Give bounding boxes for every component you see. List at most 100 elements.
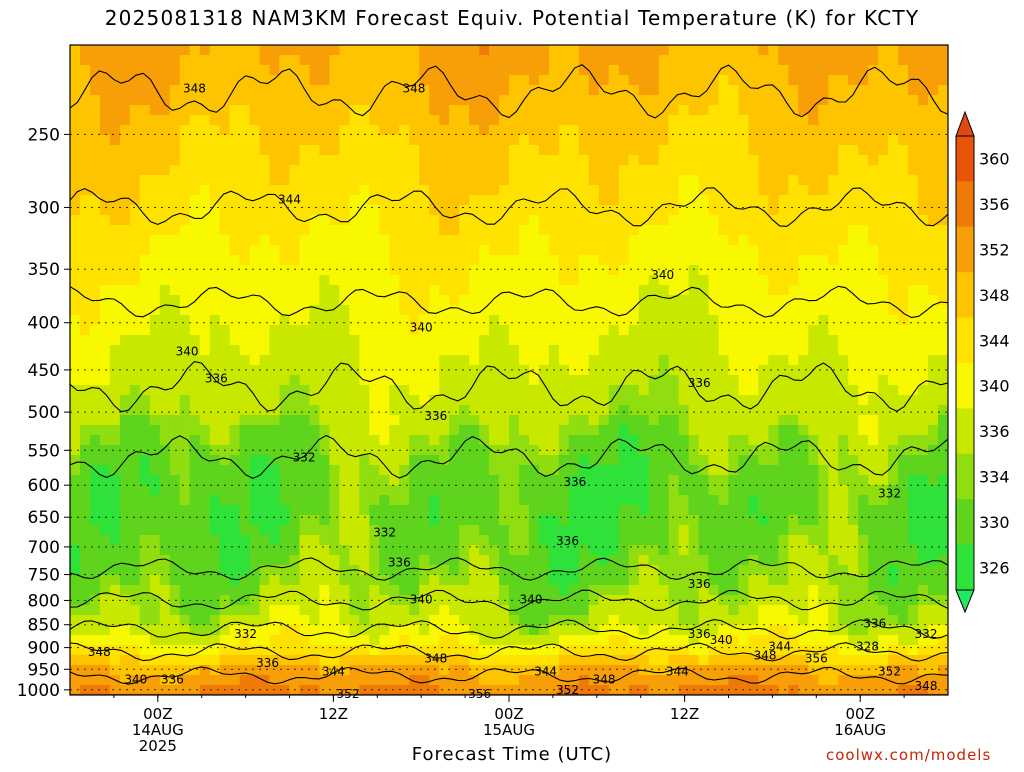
field-cell — [798, 45, 809, 56]
field-cell — [329, 65, 340, 76]
field-cell — [818, 515, 829, 526]
field-cell — [80, 75, 91, 86]
field-cell — [319, 335, 330, 346]
field-cell — [678, 245, 690, 256]
field-cell — [658, 315, 670, 326]
field-cell — [519, 435, 530, 446]
field-cell — [199, 165, 211, 176]
field-cell — [179, 185, 191, 196]
field-cell — [728, 565, 740, 576]
field-cell — [628, 105, 640, 116]
field-cell — [928, 155, 939, 166]
field-cell — [469, 405, 480, 416]
field-cell — [798, 415, 809, 426]
field-cell — [489, 185, 500, 196]
field-cell — [299, 55, 311, 66]
field-cell — [618, 565, 630, 576]
field-cell — [419, 195, 430, 206]
field-cell — [209, 415, 221, 426]
field-cell — [738, 225, 750, 236]
field-cell — [169, 525, 181, 536]
field-cell — [778, 275, 789, 286]
field-cell — [509, 425, 520, 436]
field-cell — [778, 95, 789, 106]
field-cell — [928, 355, 939, 366]
field-cell — [279, 485, 291, 496]
field-cell — [628, 585, 640, 596]
field-cell — [429, 95, 440, 106]
field-cell — [459, 125, 470, 136]
field-cell — [439, 385, 450, 396]
field-cell — [169, 225, 181, 236]
field-cell — [229, 285, 241, 296]
field-cell — [479, 145, 490, 156]
field-cell — [529, 125, 540, 136]
field-cell — [828, 265, 839, 276]
field-cell — [558, 565, 570, 576]
field-cell — [658, 425, 670, 436]
field-cell — [529, 485, 540, 496]
field-cell — [309, 105, 321, 116]
field-cell — [688, 265, 700, 276]
field-cell — [109, 205, 121, 216]
field-cell — [269, 545, 281, 556]
field-cell — [149, 285, 161, 296]
field-cell — [678, 285, 690, 296]
field-cell — [828, 165, 839, 176]
field-cell — [359, 355, 370, 366]
field-cell — [479, 605, 490, 616]
field-cell — [658, 405, 670, 416]
field-cell — [858, 375, 869, 386]
field-cell — [718, 285, 730, 296]
field-cell — [399, 135, 410, 146]
field-cell — [389, 215, 400, 226]
field-cell — [598, 245, 610, 256]
field-cell — [159, 95, 171, 106]
field-cell — [319, 575, 330, 586]
field-cell — [898, 455, 909, 466]
field-cell — [80, 345, 91, 356]
field-cell — [119, 335, 131, 346]
field-cell — [808, 415, 819, 426]
field-cell — [159, 395, 171, 406]
field-cell — [329, 315, 340, 326]
field-cell — [489, 545, 500, 556]
field-cell — [718, 415, 730, 426]
field-cell — [578, 315, 590, 326]
field-cell — [70, 395, 81, 406]
field-cell — [439, 85, 450, 96]
field-cell — [818, 245, 829, 256]
field-cell — [269, 425, 281, 436]
field-cell — [838, 175, 849, 186]
field-cell — [509, 95, 520, 106]
field-cell — [908, 115, 919, 126]
field-cell — [139, 485, 151, 496]
field-cell — [129, 325, 141, 336]
field-cell — [499, 265, 510, 276]
field-cell — [898, 75, 909, 86]
field-cell — [189, 535, 201, 546]
field-cell — [419, 285, 430, 296]
field-cell — [249, 495, 261, 506]
field-cell — [389, 135, 400, 146]
field-cell — [90, 105, 101, 116]
field-cell — [80, 405, 91, 416]
field-cell — [389, 165, 400, 176]
field-cell — [648, 545, 660, 556]
field-cell — [409, 205, 420, 216]
field-cell — [868, 95, 879, 106]
field-cell — [169, 435, 181, 446]
field-cell — [509, 275, 520, 286]
field-cell — [548, 255, 560, 266]
field-cell — [858, 245, 869, 256]
field-cell — [259, 145, 271, 156]
field-cell — [80, 325, 91, 336]
field-cell — [479, 325, 490, 336]
field-cell — [379, 185, 390, 196]
field-cell — [229, 275, 241, 286]
field-cell — [608, 415, 620, 426]
field-cell — [878, 275, 889, 286]
field-cell — [668, 355, 680, 366]
field-cell — [439, 315, 450, 326]
field-cell — [668, 215, 680, 226]
